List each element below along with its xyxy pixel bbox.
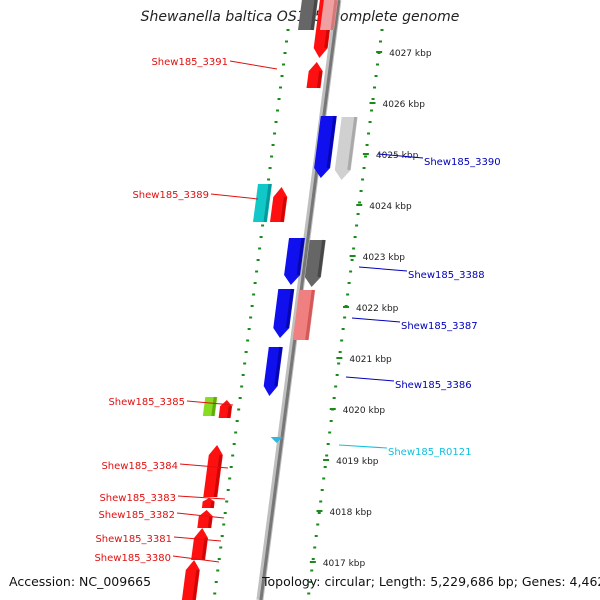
gene-green-3385: [202, 396, 218, 417]
gene-label-leader: [338, 444, 388, 449]
kbp-tick-label: 4017 kbp: [323, 559, 366, 569]
gene-shade: [317, 239, 326, 278]
kbp-tick-label: 4024 kbp: [369, 202, 412, 212]
kbp-tick-label: 4022 kbp: [356, 304, 399, 314]
kbp-tick-label: 4027 kbp: [389, 49, 432, 59]
gene-blue-3387: [273, 288, 295, 338]
gene-label-leader: [210, 193, 259, 200]
gene-pink-top: [320, 0, 338, 31]
gene-lightgray-3390: [334, 116, 358, 180]
gene-red-3389: [270, 187, 288, 223]
gene-red-3381: [191, 528, 208, 561]
gene-gray-3388: [304, 239, 326, 287]
gene-shade: [213, 454, 223, 498]
gene-body: [314, 116, 337, 178]
gene-label-leader: [229, 60, 278, 70]
gene-shade: [227, 406, 232, 419]
gene-label: Shew185_3384: [101, 461, 178, 472]
outer-ruler: [307, 29, 384, 595]
gene-label: Shew185_R0121: [388, 447, 472, 458]
gene-label-leader: [351, 317, 401, 323]
gene-label: Shew185_3383: [99, 493, 176, 504]
gene-label-leader: [186, 400, 234, 406]
gene-gray-top: [298, 0, 318, 31]
kbp-tick-label: 4026 kbp: [383, 100, 426, 110]
gene-blue-3388: [284, 237, 305, 285]
gene-label-leader: [173, 536, 222, 542]
kbp-tick-label: 4020 kbp: [343, 406, 386, 416]
topology-text: Topology: circular; Length: 5,229,686 bp…: [262, 574, 600, 589]
gene-label-leader: [172, 555, 220, 563]
accession-text: Accession: NC_009665: [9, 574, 152, 589]
gene-shade: [305, 289, 315, 341]
gene-label-leader: [176, 512, 225, 519]
gene-blue-3390: [314, 115, 337, 178]
gene-red-3380: [181, 560, 200, 600]
gene-shade: [207, 516, 213, 529]
gene-shade: [274, 346, 283, 387]
gene-shade: [326, 115, 337, 169]
gene-label-leader: [179, 463, 229, 469]
kbp-tick-label: 4021 kbp: [349, 355, 392, 365]
kbp-tick-label: 4019 kbp: [336, 457, 379, 467]
gene-red-small-top: [306, 62, 323, 89]
gene-red-3384: [203, 445, 223, 498]
gene-label: Shew185_3387: [401, 321, 478, 332]
gene-red-3382: [197, 510, 213, 529]
gene-labels: Shew185_3391 Shew185_3390 Shew185_3389 Shew…: [94, 57, 500, 564]
kbp-tick-label: 4023 kbp: [363, 253, 406, 263]
gene-label: Shew185_3388: [408, 270, 485, 281]
gene-label: Shew185_3382: [98, 510, 175, 521]
gene-label-leader: [177, 495, 226, 500]
gene-shade: [211, 396, 217, 417]
rna-marker-R0121: [270, 437, 283, 443]
gene-label: Shew185_3389: [132, 190, 209, 201]
gene-label: Shew185_3381: [95, 534, 172, 545]
gene-red-3383: [201, 498, 215, 509]
gene-label: Shew185_3391: [151, 57, 228, 68]
gene-label: Shew185_3380: [94, 553, 171, 564]
gene-shade: [316, 70, 323, 89]
gene-red-3385: [218, 400, 233, 419]
gene-shade: [201, 537, 208, 561]
gene-body: [334, 117, 358, 180]
gene-shade: [192, 569, 200, 600]
gene-shade: [285, 288, 294, 329]
gene-label: Shew185_3386: [395, 380, 472, 391]
gene-blue-3386: [263, 346, 283, 396]
gene-shade: [280, 196, 287, 223]
gene-label-leader: [358, 266, 408, 272]
kbp-tick-label: 4018 kbp: [329, 508, 372, 518]
gene-shade: [347, 116, 358, 171]
gene-shade: [210, 501, 215, 509]
gene-shade: [296, 237, 305, 276]
gene-shade: [310, 0, 318, 31]
gene-shade: [263, 183, 272, 223]
gene-label-leader: [345, 376, 395, 382]
gene-label: Shew185_3390: [424, 157, 501, 168]
gene-shade: [330, 0, 338, 31]
gene-label: Shew185_3385: [108, 397, 185, 408]
gene-pink-3387: [292, 289, 316, 341]
gene-cyan-3389: [253, 183, 272, 223]
gene-label-leader: [377, 153, 424, 159]
